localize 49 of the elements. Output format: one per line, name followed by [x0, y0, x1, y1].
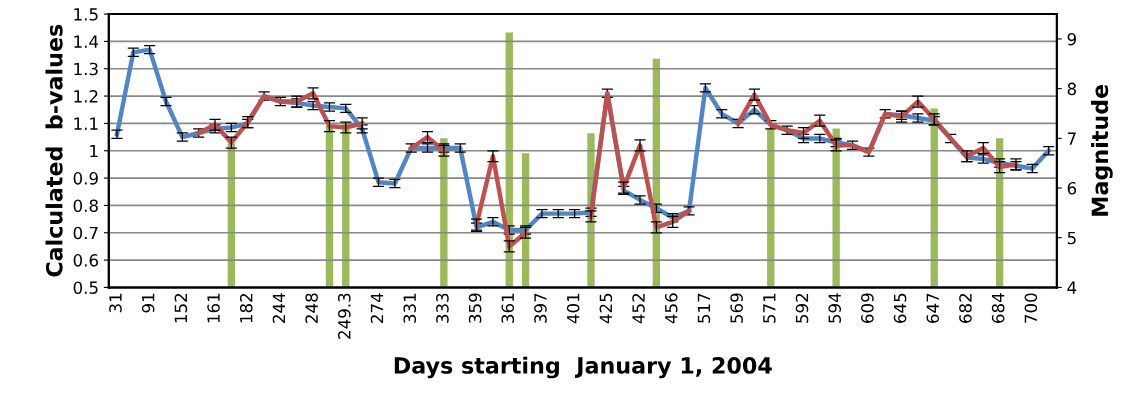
y-tick-label: 1.4 — [74, 35, 99, 48]
x-tick-label: 397 — [534, 293, 547, 323]
x-tick-label: 91 — [141, 293, 155, 313]
x-tick-label: 647 — [926, 293, 940, 323]
y-tick-label: 1.1 — [74, 117, 98, 130]
x-tick-label: 452 — [632, 293, 645, 324]
y-tick-label: 0.5 — [73, 281, 98, 294]
x-tick-label: 594 — [828, 293, 841, 323]
x-tick-label: 682 — [959, 293, 972, 323]
x-tick-label: 248 — [305, 293, 318, 323]
x-tick-label: 425 — [599, 293, 613, 324]
x-tick-label: 274 — [370, 293, 384, 323]
x-tick-label: 152 — [174, 293, 188, 323]
x-tick-label: 571 — [763, 293, 776, 323]
x-tick-label: 331 — [403, 293, 417, 323]
y-tick-label: 1 — [90, 144, 98, 158]
x-tick-label: 517 — [697, 293, 711, 323]
y2-tick-label: 9 — [1067, 32, 1076, 46]
x-tick-label: 182 — [239, 293, 253, 323]
x-tick-label: 456 — [664, 293, 678, 324]
x-tick-label: 592 — [795, 293, 809, 323]
y-axis-title: Calculated b-values — [45, 24, 63, 277]
x-tick-label: 161 — [207, 293, 220, 323]
x-tick-label: 359 — [468, 293, 482, 323]
x-tick-label: 249.3 — [338, 293, 351, 339]
x-tick-label: 700 — [1024, 293, 1038, 323]
x-tick-label: 244 — [272, 293, 286, 323]
y2-tick-label: 5 — [1067, 231, 1076, 245]
x-tick-label: 361 — [501, 293, 515, 323]
x-tick-label: 609 — [861, 293, 874, 323]
y2-tick-label: 4 — [1067, 281, 1077, 294]
x-tick-label: 333 — [436, 293, 449, 323]
x-axis-title: Days starting January 1, 2004 — [394, 356, 772, 379]
x-tick-label: 645 — [893, 293, 907, 323]
y-tick-label: 0.8 — [73, 199, 98, 212]
x-tick-label: 31 — [109, 293, 122, 313]
x-tick-label: 569 — [730, 293, 743, 323]
y-tick-label: 1.3 — [74, 62, 98, 76]
y-tick-label: 1.5 — [74, 8, 98, 21]
x-tick-label: 684 — [991, 293, 1005, 323]
y-tick-label: 0.9 — [73, 172, 98, 185]
y2-tick-label: 7 — [1067, 132, 1076, 145]
y-tick-label: 0.6 — [73, 254, 98, 267]
y2-axis-title: Magnitude — [1091, 84, 1113, 216]
y2-tick-label: 6 — [1067, 181, 1077, 195]
y-tick-label: 1.2 — [74, 90, 98, 103]
y2-tick-label: 8 — [1067, 82, 1077, 96]
x-tick-label: 401 — [566, 293, 580, 324]
y-tick-label: 0.7 — [73, 226, 98, 240]
